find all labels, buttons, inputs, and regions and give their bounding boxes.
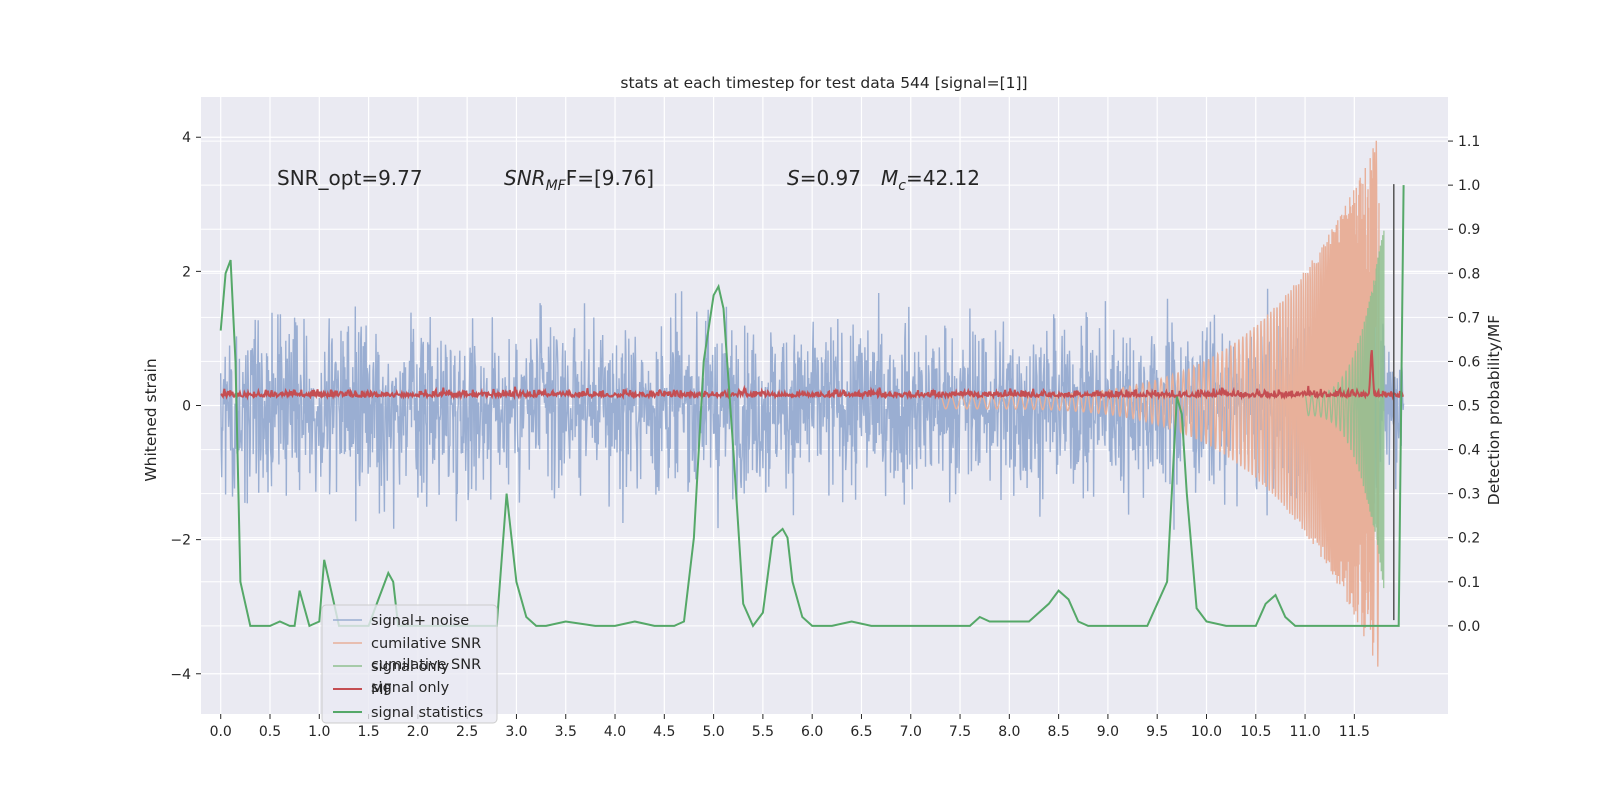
x-tick-label: 11.0 <box>1289 724 1320 740</box>
y-tick-label-right: 0.5 <box>1458 399 1480 415</box>
annotation-mc-value: =42.12 <box>906 166 980 190</box>
x-tick-label: 4.5 <box>653 724 675 740</box>
y-tick-label-left: −4 <box>170 667 191 683</box>
x-tick-label: 1.5 <box>357 724 379 740</box>
x-tick-label: 3.0 <box>505 724 527 740</box>
x-tick-label: 2.0 <box>407 724 429 740</box>
y-tick-label-right: 0.3 <box>1458 487 1480 503</box>
legend-label: signal+ noise <box>371 613 469 629</box>
x-tick-label: 10.0 <box>1191 724 1222 740</box>
annotation-mc-label: M <box>881 166 898 190</box>
annotation-s: S=0.97 <box>787 166 861 190</box>
x-tick-label: 5.5 <box>752 724 774 740</box>
y-axis-label-right: Detection probability/MF <box>1485 315 1503 506</box>
x-tick-label: 8.0 <box>998 724 1020 740</box>
annotation-snr-mf-subscript: MF <box>546 178 567 194</box>
legend-box <box>321 604 498 724</box>
x-tick-label: 9.0 <box>1097 724 1119 740</box>
y-tick-label-right: 0.9 <box>1458 222 1480 238</box>
y-tick-label-right: 0.0 <box>1458 619 1480 635</box>
legend: cumilative SNR signal only signal+ noise… <box>321 604 498 724</box>
x-tick-label: 6.0 <box>801 724 823 740</box>
x-tick-label: 7.0 <box>900 724 922 740</box>
y-tick-label-right: 0.4 <box>1458 443 1480 459</box>
legend-label: signal only <box>371 659 450 675</box>
x-tick-label: 6.5 <box>850 724 872 740</box>
annotation-snr-mf-label: SNR <box>504 166 546 190</box>
y-axis-ticks-left: −4 −2 0 2 4 <box>170 130 201 683</box>
x-tick-label: 2.5 <box>456 724 478 740</box>
x-tick-label: 10.5 <box>1240 724 1271 740</box>
annotation-s-value: =0.97 <box>800 166 861 190</box>
y-axis-ticks-right: 0.0 0.1 0.2 0.3 0.4 0.5 0.6 0.7 0.8 0.9 1.0 1.1 <box>1448 134 1480 635</box>
annotation-s-label: S <box>787 166 800 190</box>
y-tick-label-right: 1.1 <box>1458 134 1480 150</box>
x-tick-label: 7.5 <box>949 724 971 740</box>
legend-label: signal statistics <box>371 705 483 721</box>
y-tick-label-left: 4 <box>182 130 191 146</box>
y-axis-label-left: Whitened strain <box>142 358 160 481</box>
annotation-snr-mf: SNRMFF=[9.76] <box>504 166 654 194</box>
chart-title: stats at each timestep for test data 544… <box>620 74 1027 92</box>
y-tick-label-right: 0.8 <box>1458 266 1480 282</box>
y-tick-label-right: 1.0 <box>1458 178 1480 194</box>
x-axis-ticks: 0.0 0.5 1.0 1.5 2.0 2.5 3.0 3.5 4.0 4.5 5.0 5.5 6.0 6… <box>210 714 1370 740</box>
y-tick-label-right: 0.1 <box>1458 575 1480 591</box>
x-tick-label: 1.0 <box>308 724 330 740</box>
annotation-snr-opt: SNR_opt=9.77 <box>277 166 423 190</box>
x-tick-label: 3.5 <box>555 724 577 740</box>
series-mf <box>220 350 1404 401</box>
legend-ghost-entry-1: cumilative SNR <box>371 657 481 673</box>
y-tick-label-left: 2 <box>182 264 191 280</box>
annotation-snr-mf-value: F=[9.76] <box>566 166 654 190</box>
legend-label: MF <box>371 682 392 698</box>
x-tick-label: 0.0 <box>210 724 232 740</box>
x-tick-label: 5.0 <box>702 724 724 740</box>
annotation-mc-subscript: c <box>898 178 906 194</box>
series-cumilative-snr <box>940 140 1380 667</box>
y-tick-label-right: 0.2 <box>1458 531 1480 547</box>
annotation-mc: Mc=42.12 <box>881 166 980 194</box>
legend-label: cumilative SNR <box>371 636 481 652</box>
grid <box>201 97 1448 714</box>
x-tick-label: 9.5 <box>1146 724 1168 740</box>
y-tick-label-right: 0.6 <box>1458 354 1480 370</box>
x-tick-label: 8.5 <box>1047 724 1069 740</box>
legend-ghost-entry-2: signal only <box>371 680 450 696</box>
y-tick-label-left: 0 <box>182 399 191 415</box>
x-tick-label: 11.5 <box>1339 724 1370 740</box>
y-tick-label-right: 0.7 <box>1458 310 1480 326</box>
x-tick-label: 0.5 <box>259 724 281 740</box>
x-tick-label: 4.0 <box>604 724 626 740</box>
y-tick-label-left: −2 <box>170 533 191 549</box>
series-signal-noise <box>220 288 1405 530</box>
